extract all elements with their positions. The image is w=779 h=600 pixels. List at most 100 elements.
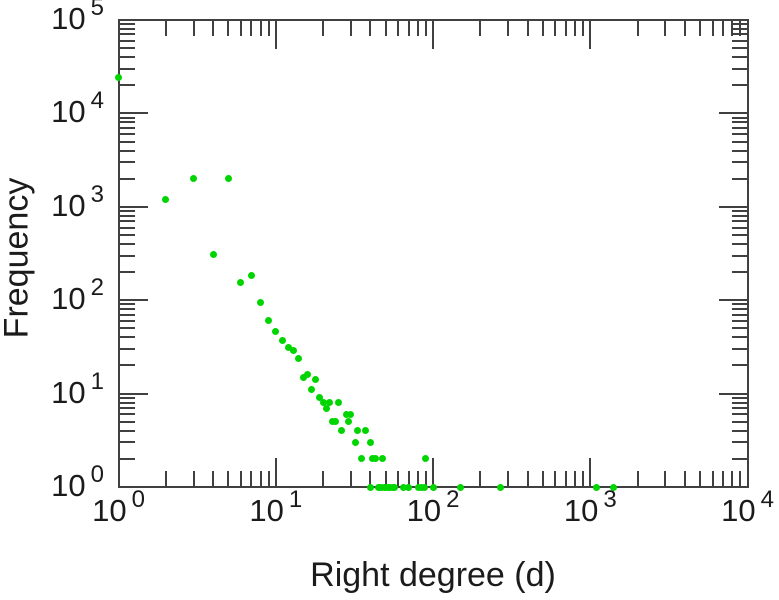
x-tick-mirror [227, 20, 230, 36]
y-tick [118, 457, 135, 460]
x-tick [507, 471, 510, 487]
x-tick [239, 471, 242, 487]
y-tick-mirror [731, 457, 748, 460]
x-tick-mirror [582, 20, 585, 36]
x-tick-mirror [554, 20, 557, 36]
data-point [344, 418, 352, 426]
data-point [405, 483, 413, 491]
y-tick-mirror [731, 116, 748, 119]
data-point [457, 483, 465, 491]
x-tick-mirror [541, 20, 544, 36]
y-tick [118, 336, 135, 339]
x-tick [164, 471, 167, 487]
x-tick-mirror [683, 20, 686, 36]
x-tick-mirror [250, 20, 253, 36]
x-tick [739, 471, 742, 487]
x-tick-mirror [416, 20, 419, 36]
y-tick [118, 226, 135, 229]
y-tick [118, 33, 135, 36]
y-tick [118, 56, 135, 59]
tick-label-exponent: 3 [90, 180, 104, 208]
tick-label-exponent: 4 [90, 87, 104, 115]
x-tick-mirror [739, 20, 742, 36]
x-tick-mirror [722, 20, 725, 36]
x-tick [722, 471, 725, 487]
data-point [319, 399, 327, 407]
x-tick [267, 471, 270, 487]
y-tick [118, 140, 135, 143]
tick-label-base: 10 [563, 493, 599, 528]
y-tick [118, 84, 135, 87]
data-point [304, 371, 312, 379]
y-tick-mirror [731, 84, 748, 87]
y-tick [118, 327, 135, 330]
x-tick [589, 458, 592, 487]
x-tick-mirror [267, 20, 270, 36]
x-tick-mirror [192, 20, 195, 36]
y-tick [118, 396, 135, 399]
y-tick [118, 401, 135, 404]
y-tick-mirror [718, 486, 748, 488]
data-point [391, 483, 399, 491]
data-point [190, 175, 198, 183]
y-tick-mirror [731, 441, 748, 444]
data-point [247, 271, 255, 279]
data-point [257, 298, 264, 306]
y-tick-mirror [731, 39, 748, 42]
data-point [334, 399, 342, 407]
y-tick [118, 126, 135, 129]
data-point [326, 399, 334, 407]
x-tick [117, 458, 120, 487]
tick-label-exponent: 2 [446, 486, 460, 513]
data-point [357, 455, 365, 463]
x-tick-label: 10 1 [249, 486, 302, 534]
x-tick [274, 458, 277, 487]
y-tick-mirror [731, 28, 748, 31]
data-point [224, 175, 232, 183]
y-tick-mirror [731, 133, 748, 136]
y-tick-mirror [731, 126, 748, 129]
y-tick [118, 161, 135, 164]
x-tick [369, 471, 372, 487]
y-tick-mirror [731, 161, 748, 164]
tick-label-base: 10 [51, 468, 86, 503]
data-point [347, 410, 355, 418]
tick-label-base: 10 [51, 187, 86, 223]
x-tick-label: 10 0 [92, 486, 145, 534]
data-point [420, 483, 428, 491]
y-tick [118, 308, 135, 311]
y-tick [118, 39, 135, 42]
x-tick [349, 471, 352, 487]
data-point [322, 404, 330, 412]
data-point [400, 483, 408, 491]
x-tick-mirror [369, 20, 372, 36]
x-tick [711, 471, 714, 487]
y-tick [118, 319, 135, 322]
data-point [609, 483, 617, 491]
x-tick-mirror [664, 20, 667, 36]
y-tick-label: 10 3 [0, 181, 104, 229]
data-point [312, 376, 320, 384]
data-point [497, 483, 505, 491]
y-tick-label: 10 2 [0, 274, 104, 322]
y-tick [118, 23, 135, 26]
data-point [366, 483, 374, 491]
y-tick-mirror [731, 226, 748, 229]
y-tick-mirror [731, 210, 748, 213]
y-tick-mirror [731, 407, 748, 410]
tick-label-base: 10 [51, 1, 86, 36]
y-tick [118, 177, 135, 180]
tick-label-base: 10 [51, 94, 86, 130]
y-tick [118, 19, 148, 21]
x-tick [526, 471, 529, 487]
data-point [429, 483, 437, 491]
tick-label-base: 10 [92, 493, 127, 528]
y-tick [118, 271, 135, 274]
x-tick-mirror [526, 20, 529, 36]
y-tick-mirror [731, 242, 748, 245]
y-tick-mirror [731, 348, 748, 351]
y-tick-mirror [731, 364, 748, 367]
x-tick-mirror [589, 20, 592, 49]
y-tick-mirror [718, 205, 748, 208]
x-tick [322, 471, 325, 487]
